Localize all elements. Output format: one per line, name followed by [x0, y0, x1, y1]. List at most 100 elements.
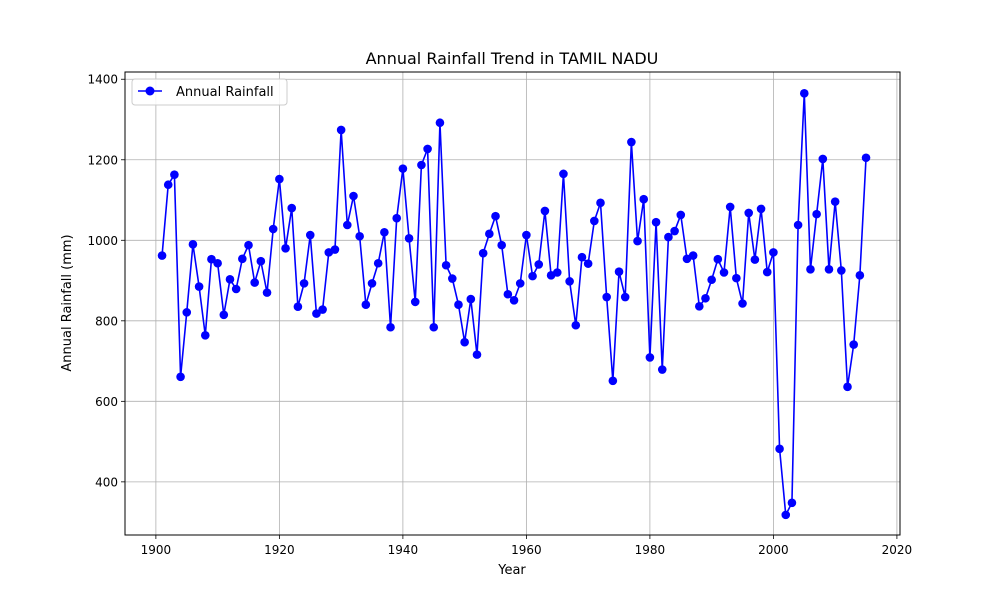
data-point — [540, 206, 550, 216]
data-point — [200, 331, 210, 340]
data-point — [602, 292, 611, 302]
data-point — [608, 376, 618, 386]
data-point — [275, 174, 284, 184]
data-point — [343, 220, 352, 230]
data-point — [738, 299, 747, 308]
data-point — [583, 259, 593, 268]
data-point — [238, 254, 247, 264]
data-point — [491, 211, 500, 221]
grid — [125, 72, 900, 535]
data-point — [392, 213, 402, 223]
data-point — [713, 254, 723, 264]
legend: Annual Rainfall — [131, 78, 288, 106]
data-point — [466, 294, 476, 304]
data-point — [293, 302, 303, 312]
x-tick-label: 1940 — [388, 543, 419, 557]
data-point — [398, 164, 408, 173]
data-point — [503, 289, 513, 299]
data-point — [188, 240, 198, 249]
data-point — [590, 216, 599, 226]
data-point — [231, 284, 241, 294]
data-point — [170, 170, 179, 179]
data-point — [478, 248, 488, 258]
data-point — [318, 305, 327, 314]
data-point — [762, 267, 772, 277]
data-point — [633, 236, 642, 246]
legend-marker-swatch — [145, 86, 155, 96]
data-point — [639, 194, 649, 204]
data-point — [793, 220, 803, 230]
data-point — [281, 244, 290, 253]
data-point — [163, 180, 173, 190]
data-point — [565, 277, 574, 286]
data-point — [614, 267, 624, 276]
x-tick-label: 1980 — [635, 543, 666, 557]
data-point — [830, 197, 840, 206]
data-point — [497, 240, 506, 250]
data-point — [219, 310, 229, 320]
data-point — [268, 224, 278, 234]
data-point — [787, 498, 797, 508]
data-point — [355, 231, 364, 241]
legend-label: Annual Rainfall — [176, 85, 274, 100]
data-point — [410, 297, 420, 307]
data-point — [349, 191, 358, 201]
data-point — [596, 198, 605, 208]
data-point — [250, 278, 259, 287]
y-tick-label: 800 — [95, 314, 118, 328]
data-point — [799, 89, 809, 98]
data-point — [695, 302, 704, 311]
data-point — [361, 300, 371, 310]
data-point — [571, 320, 581, 330]
x-tick-label: 2000 — [758, 543, 789, 557]
data-point — [781, 510, 791, 520]
data-point — [676, 210, 686, 220]
data-point — [299, 279, 309, 288]
data-point — [225, 275, 235, 284]
data-point — [824, 264, 834, 274]
data-point — [287, 203, 297, 213]
data-point — [861, 153, 871, 163]
data-point — [744, 208, 754, 218]
y-tick-label: 1200 — [87, 153, 118, 167]
data-point — [207, 254, 216, 264]
axes: 1900 1920 1940 1960 1980 2000 2020 400 600 800 100… — [87, 73, 912, 557]
y-tick-label: 1000 — [87, 234, 118, 248]
data-point — [756, 204, 766, 214]
y-tick-label: 1400 — [87, 73, 118, 87]
data-point — [657, 365, 667, 374]
data-point — [707, 275, 716, 285]
data-point — [670, 226, 679, 236]
data-point — [194, 282, 204, 291]
data-point — [386, 322, 395, 332]
data-point — [441, 260, 451, 270]
data-point — [664, 232, 673, 242]
data-point — [380, 227, 389, 237]
data-point — [725, 202, 735, 212]
data-point — [843, 382, 852, 392]
data-point — [719, 268, 729, 277]
data-point — [404, 233, 414, 243]
data-point — [509, 295, 519, 305]
data-point — [447, 274, 457, 283]
data-point — [423, 144, 432, 154]
legend-box — [131, 78, 288, 106]
data-point — [732, 273, 741, 283]
data-point — [330, 245, 340, 254]
data-point — [460, 337, 469, 347]
x-tick-label: 1960 — [511, 543, 542, 557]
data-point — [651, 217, 661, 227]
data-point — [435, 118, 445, 128]
data-point — [849, 340, 858, 349]
data-point — [837, 266, 846, 275]
data-point — [312, 309, 321, 318]
data-point — [182, 308, 192, 317]
data-point — [472, 350, 482, 359]
data-point — [515, 279, 525, 288]
data-point — [485, 229, 494, 239]
data-point — [769, 248, 778, 257]
data-point — [775, 444, 784, 454]
data-point — [373, 258, 383, 268]
